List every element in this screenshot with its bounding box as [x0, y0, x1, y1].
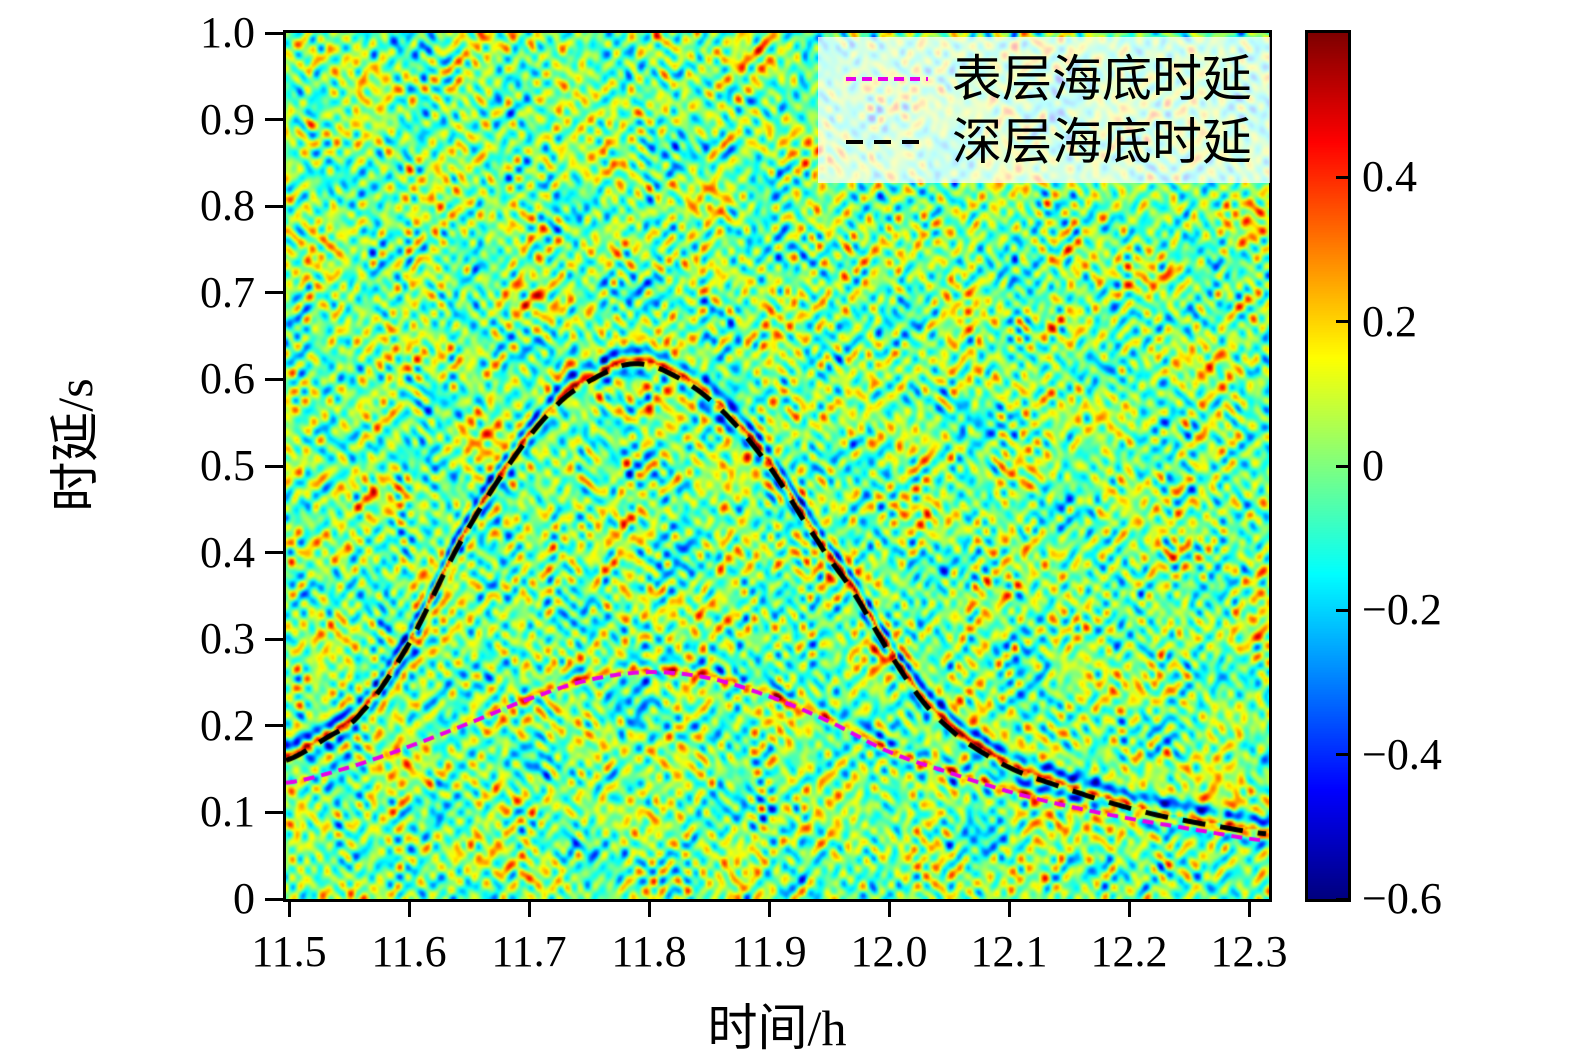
x-tick-mark: [1007, 902, 1011, 917]
y-tick-mark: [265, 31, 283, 35]
y-tick-mark: [265, 118, 283, 122]
y-tick-mark: [265, 897, 283, 901]
legend-entry-label: 深层海底时延: [952, 113, 1252, 170]
x-tick-label: 11.6: [371, 927, 447, 976]
x-tick-label: 11.5: [251, 927, 327, 976]
x-tick-label: 12.0: [850, 927, 928, 976]
x-tick-mark: [767, 902, 771, 917]
x-tick-mark: [287, 902, 291, 917]
x-tick-label: 12.3: [1210, 927, 1288, 976]
colorbar-tick-mark: [1336, 608, 1348, 612]
y-tick-label: 0.8: [200, 181, 255, 231]
y-tick-label: 0.7: [200, 267, 255, 317]
y-tick-label: 0.2: [200, 700, 255, 750]
y-tick-label: 0.5: [200, 441, 255, 490]
y-tick-label: 0.6: [200, 354, 255, 404]
plot-area: 表层海底时延 深层海底时延: [283, 30, 1272, 902]
x-tick-mark: [1247, 902, 1251, 917]
y-tick-mark: [265, 464, 283, 468]
x-tick-mark: [1127, 902, 1131, 917]
x-tick-mark: [407, 902, 411, 917]
y-tick-mark: [265, 810, 283, 814]
x-tick-label: 11.8: [611, 927, 687, 976]
colorbar-tick-mark: [1336, 464, 1348, 468]
colorbar-tick-label: −0.2: [1362, 585, 1442, 635]
x-tick-label: 12.1: [970, 927, 1048, 976]
y-tick-mark: [265, 204, 283, 208]
x-tick-mark: [647, 902, 651, 917]
x-tick-label: 12.2: [1090, 927, 1168, 976]
x-tick-mark: [527, 902, 531, 917]
legend-entry-label: 表层海底时延: [952, 50, 1252, 107]
colorbar-tick-label: −0.6: [1362, 874, 1442, 923]
y-tick-label: 0.3: [200, 614, 255, 664]
legend-entry: 深层海底时延: [818, 110, 1270, 173]
y-tick-mark: [265, 637, 283, 641]
legend-sample-line: [846, 139, 928, 144]
y-tick-mark: [265, 377, 283, 381]
y-tick-label: 0.9: [200, 94, 255, 144]
colorbar-tick-mark: [1336, 897, 1348, 901]
y-tick-mark: [265, 291, 283, 295]
colorbar-tick-mark: [1336, 320, 1348, 324]
x-tick-label: 11.7: [491, 927, 567, 976]
x-tick-mark: [887, 902, 891, 917]
colorbar-tick-label: −0.4: [1362, 729, 1442, 779]
y-tick-mark: [265, 551, 283, 555]
colorbar-tick-mark: [1336, 753, 1348, 757]
y-tick-label: 0: [233, 874, 255, 923]
colorbar-tick-label: 0: [1362, 441, 1384, 490]
y-tick-label: 0.4: [200, 527, 255, 577]
y-tick-label: 0.1: [200, 787, 255, 837]
y-axis-label: 时延/s: [47, 378, 103, 512]
colorbar-tick-label: 0.4: [1362, 152, 1417, 202]
legend-entry: 表层海底时延: [818, 47, 1270, 110]
legend: 表层海底时延 深层海底时延: [818, 37, 1270, 183]
legend-sample-line: [846, 76, 928, 81]
y-tick-label: 1.0: [200, 8, 255, 57]
x-axis-label: 时间/h: [707, 1000, 847, 1056]
y-tick-mark: [265, 724, 283, 728]
colorbar-tick-mark: [1336, 175, 1348, 179]
x-tick-label: 11.9: [731, 927, 807, 976]
colorbar-tick-label: 0.2: [1362, 296, 1417, 346]
